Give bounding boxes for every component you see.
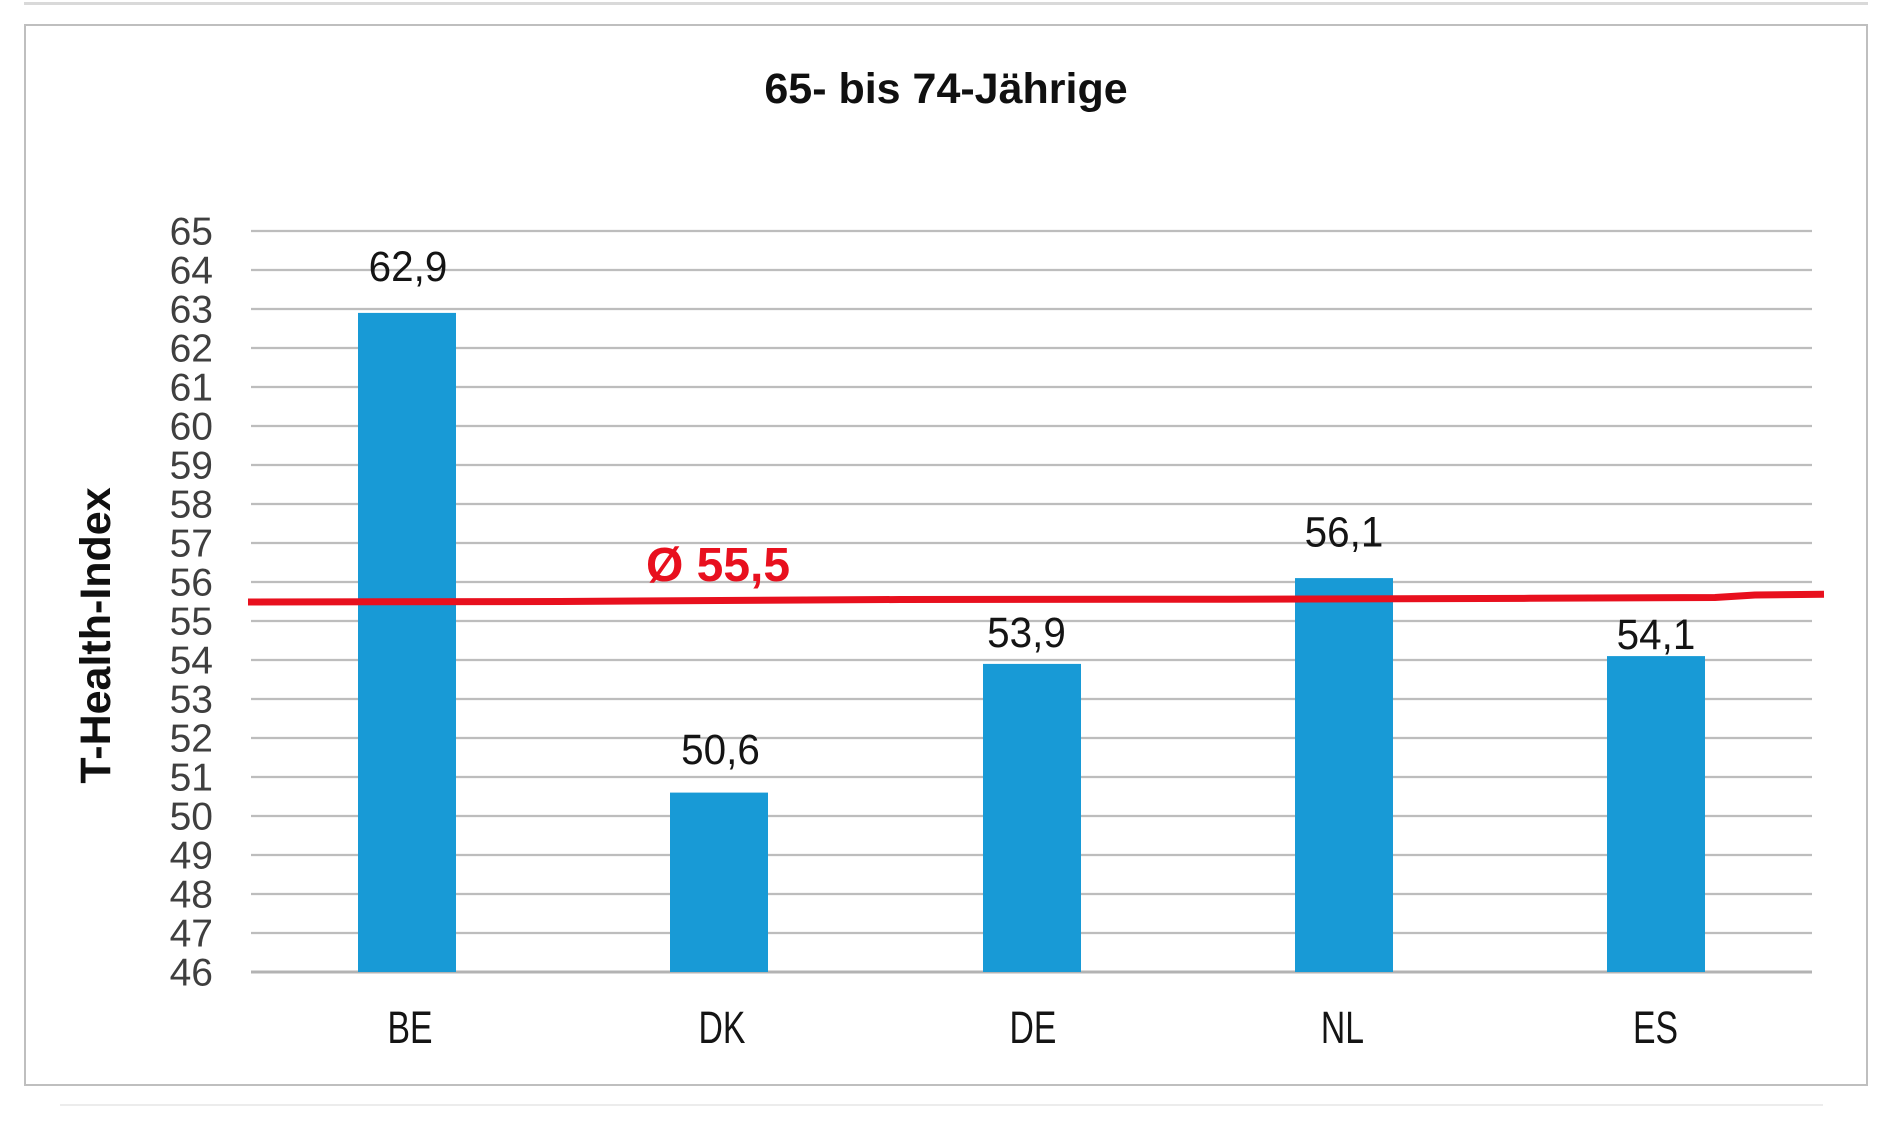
svg-text:65: 65: [170, 211, 213, 254]
svg-text:49: 49: [170, 835, 213, 878]
svg-text:60: 60: [170, 406, 213, 449]
svg-text:61: 61: [170, 367, 213, 410]
svg-text:50: 50: [170, 796, 213, 839]
svg-text:ES: ES: [1633, 1003, 1678, 1053]
svg-text:54,1: 54,1: [1617, 610, 1696, 658]
svg-text:DK: DK: [699, 1003, 746, 1053]
svg-text:62,9: 62,9: [369, 242, 448, 290]
svg-text:58: 58: [170, 484, 213, 527]
svg-text:46: 46: [170, 952, 213, 995]
svg-text:T-Health-Index: T-Health-Index: [72, 487, 120, 783]
svg-text:Ø 55,5: Ø 55,5: [646, 539, 790, 592]
svg-text:53,9: 53,9: [987, 608, 1066, 656]
svg-text:DE: DE: [1010, 1003, 1057, 1053]
svg-text:BE: BE: [387, 1003, 432, 1053]
svg-text:56,1: 56,1: [1305, 508, 1384, 556]
svg-text:65- bis 74-Jährige: 65- bis 74-Jährige: [764, 65, 1127, 113]
svg-text:50,6: 50,6: [681, 725, 760, 773]
svg-text:55: 55: [170, 601, 213, 644]
svg-text:51: 51: [170, 757, 213, 800]
svg-text:52: 52: [170, 718, 213, 761]
svg-text:53: 53: [170, 679, 213, 722]
svg-text:48: 48: [170, 874, 213, 917]
svg-text:64: 64: [170, 250, 213, 293]
svg-text:57: 57: [170, 523, 213, 566]
svg-text:54: 54: [170, 640, 213, 683]
svg-text:59: 59: [170, 445, 213, 488]
svg-text:56: 56: [170, 562, 213, 605]
svg-text:47: 47: [170, 913, 213, 956]
svg-text:62: 62: [170, 328, 213, 371]
svg-text:NL: NL: [1321, 1003, 1364, 1053]
svg-text:63: 63: [170, 289, 213, 332]
